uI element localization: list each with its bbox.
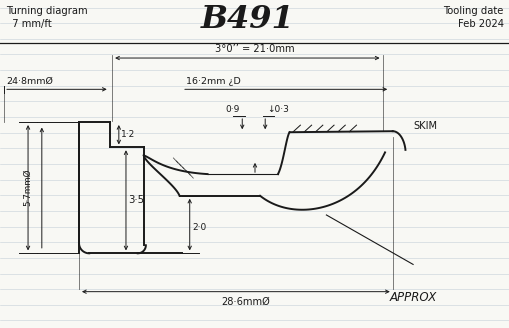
Text: 7 mm/ft: 7 mm/ft: [6, 19, 52, 29]
Text: Turning diagram: Turning diagram: [6, 6, 88, 16]
Text: ↓0·3: ↓0·3: [266, 105, 288, 114]
Text: 16·2mm ¿D: 16·2mm ¿D: [185, 77, 240, 86]
Text: 2·0: 2·0: [192, 223, 206, 232]
Text: APPROX: APPROX: [389, 291, 436, 304]
Text: SKIM: SKIM: [412, 121, 436, 131]
Text: Feb 2024: Feb 2024: [457, 19, 503, 29]
Text: 0·9: 0·9: [225, 105, 239, 114]
Text: Tooling date: Tooling date: [443, 6, 503, 16]
Text: 24·8mmØ: 24·8mmØ: [6, 77, 53, 86]
Text: 28·6mmØ: 28·6mmØ: [221, 297, 270, 307]
Text: B491: B491: [200, 4, 294, 35]
Text: 5·7mmØ: 5·7mmØ: [23, 169, 33, 206]
Text: 3·5: 3·5: [128, 195, 145, 205]
Text: 3°0’’ = 21·0mm: 3°0’’ = 21·0mm: [215, 45, 294, 54]
Text: 1·2: 1·2: [121, 130, 135, 139]
